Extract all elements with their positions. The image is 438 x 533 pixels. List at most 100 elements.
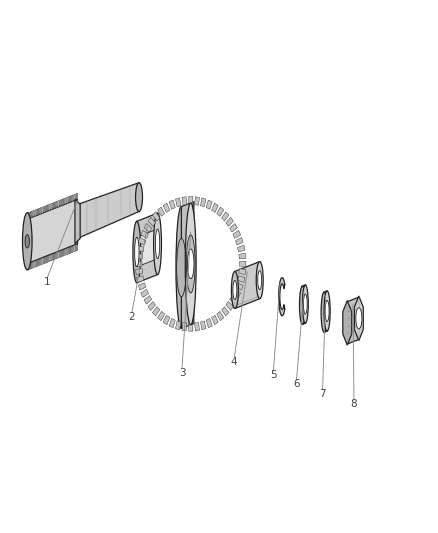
Polygon shape	[51, 203, 53, 210]
Polygon shape	[76, 193, 78, 200]
Polygon shape	[71, 246, 73, 253]
Polygon shape	[230, 223, 237, 232]
Ellipse shape	[256, 262, 263, 298]
Ellipse shape	[177, 238, 186, 297]
Polygon shape	[236, 238, 243, 245]
Polygon shape	[194, 322, 199, 331]
Text: 5: 5	[270, 370, 277, 380]
Polygon shape	[141, 289, 148, 297]
Ellipse shape	[258, 271, 261, 290]
Polygon shape	[65, 248, 66, 255]
Polygon shape	[189, 323, 193, 331]
Polygon shape	[75, 199, 80, 244]
Ellipse shape	[187, 249, 194, 279]
Polygon shape	[176, 321, 181, 330]
Polygon shape	[163, 316, 170, 325]
Ellipse shape	[155, 229, 160, 259]
Polygon shape	[144, 223, 152, 232]
Polygon shape	[176, 198, 181, 207]
Polygon shape	[56, 201, 57, 208]
Ellipse shape	[154, 213, 162, 274]
Ellipse shape	[325, 301, 329, 321]
Polygon shape	[74, 194, 75, 201]
Polygon shape	[239, 253, 246, 259]
Polygon shape	[194, 197, 199, 205]
Text: 2: 2	[129, 312, 135, 322]
Ellipse shape	[303, 285, 308, 323]
Polygon shape	[144, 296, 152, 304]
Polygon shape	[237, 245, 245, 252]
Ellipse shape	[356, 308, 362, 329]
Polygon shape	[152, 306, 160, 316]
Polygon shape	[141, 230, 148, 238]
Polygon shape	[136, 269, 143, 274]
Polygon shape	[46, 205, 48, 212]
Polygon shape	[148, 217, 155, 226]
Polygon shape	[44, 257, 46, 264]
Ellipse shape	[133, 221, 141, 283]
Polygon shape	[158, 207, 165, 216]
Polygon shape	[33, 211, 34, 217]
Polygon shape	[226, 302, 233, 310]
Polygon shape	[233, 289, 240, 297]
Polygon shape	[69, 247, 71, 254]
Polygon shape	[182, 197, 187, 205]
Polygon shape	[343, 301, 352, 345]
Polygon shape	[60, 199, 61, 206]
Polygon shape	[37, 260, 39, 266]
Ellipse shape	[134, 237, 139, 267]
Polygon shape	[138, 238, 146, 245]
Text: 4: 4	[231, 357, 237, 367]
Polygon shape	[74, 245, 75, 252]
Ellipse shape	[321, 292, 327, 332]
Polygon shape	[49, 204, 50, 211]
Polygon shape	[63, 199, 64, 206]
Polygon shape	[137, 229, 158, 267]
Ellipse shape	[25, 235, 29, 248]
Text: 3: 3	[179, 368, 185, 377]
Polygon shape	[76, 244, 78, 251]
Ellipse shape	[233, 280, 237, 300]
Polygon shape	[60, 251, 61, 257]
Polygon shape	[35, 260, 36, 267]
Polygon shape	[46, 256, 48, 263]
Polygon shape	[182, 322, 187, 331]
Polygon shape	[163, 203, 170, 212]
Polygon shape	[67, 248, 68, 255]
Polygon shape	[148, 302, 155, 310]
Polygon shape	[137, 245, 144, 252]
Polygon shape	[201, 198, 206, 207]
Ellipse shape	[135, 183, 142, 212]
Polygon shape	[39, 208, 41, 215]
Polygon shape	[206, 319, 212, 328]
Ellipse shape	[22, 213, 32, 270]
Polygon shape	[138, 282, 146, 290]
Polygon shape	[136, 253, 143, 259]
Polygon shape	[181, 201, 194, 328]
Polygon shape	[30, 211, 32, 218]
Polygon shape	[67, 197, 68, 204]
Polygon shape	[35, 209, 36, 216]
Polygon shape	[158, 311, 165, 321]
Polygon shape	[137, 213, 158, 283]
Polygon shape	[279, 278, 285, 316]
Polygon shape	[53, 253, 55, 260]
Polygon shape	[71, 195, 73, 202]
Ellipse shape	[185, 203, 196, 325]
Polygon shape	[78, 183, 139, 238]
Polygon shape	[65, 198, 66, 205]
Polygon shape	[169, 319, 175, 328]
Polygon shape	[237, 276, 245, 282]
Polygon shape	[37, 208, 39, 215]
Polygon shape	[58, 200, 59, 207]
Polygon shape	[63, 249, 64, 256]
Polygon shape	[201, 321, 206, 330]
Polygon shape	[27, 199, 78, 264]
Polygon shape	[239, 269, 246, 274]
Polygon shape	[324, 291, 327, 332]
Polygon shape	[51, 254, 53, 261]
Ellipse shape	[186, 235, 195, 293]
Polygon shape	[30, 262, 32, 269]
Polygon shape	[217, 207, 224, 216]
Text: 8: 8	[350, 399, 357, 409]
